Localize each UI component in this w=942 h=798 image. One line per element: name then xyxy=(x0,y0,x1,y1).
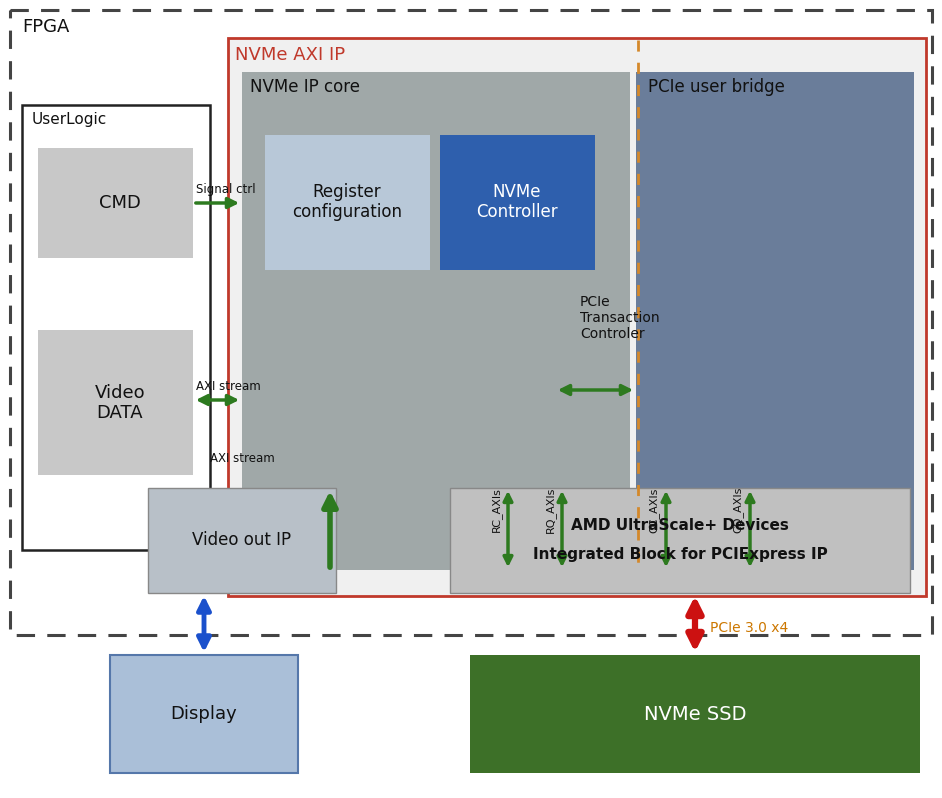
Text: Integrated Block for PCIExpress IP: Integrated Block for PCIExpress IP xyxy=(532,547,827,563)
Text: CC_AXIs: CC_AXIs xyxy=(648,488,659,533)
Text: Register
configuration: Register configuration xyxy=(292,183,402,221)
Text: PCIe user bridge: PCIe user bridge xyxy=(648,78,785,96)
Bar xyxy=(148,488,336,593)
Text: Video out IP: Video out IP xyxy=(192,531,292,549)
Text: AXI stream: AXI stream xyxy=(196,380,261,393)
Text: NVMe AXI IP: NVMe AXI IP xyxy=(235,46,345,64)
Text: NVMe
Controller: NVMe Controller xyxy=(477,183,558,221)
Bar xyxy=(470,655,920,773)
Bar xyxy=(440,135,595,270)
Bar xyxy=(450,488,910,593)
Text: FPGA: FPGA xyxy=(22,18,70,36)
Bar xyxy=(265,135,430,270)
Text: Display: Display xyxy=(171,705,237,723)
Text: PCIe 3.0 x4: PCIe 3.0 x4 xyxy=(710,621,788,635)
Bar xyxy=(242,72,630,570)
Bar xyxy=(10,10,932,635)
Text: RQ_AXIs: RQ_AXIs xyxy=(544,487,556,533)
Bar xyxy=(38,330,193,475)
Bar xyxy=(110,655,298,773)
Text: AMD UltraScale+ Devices: AMD UltraScale+ Devices xyxy=(571,517,789,532)
Bar xyxy=(38,148,193,258)
Text: PCIe
Transaction
Controler: PCIe Transaction Controler xyxy=(580,295,659,342)
Bar xyxy=(228,38,926,596)
Bar xyxy=(636,72,914,570)
Text: RC_AXIs: RC_AXIs xyxy=(491,488,501,532)
Text: CQ_AXIs: CQ_AXIs xyxy=(733,487,743,533)
Text: NVMe SSD: NVMe SSD xyxy=(643,705,746,724)
Bar xyxy=(22,105,210,550)
Text: AXI stream: AXI stream xyxy=(210,452,275,465)
Text: NVMe IP core: NVMe IP core xyxy=(250,78,360,96)
Text: Video
DATA: Video DATA xyxy=(95,384,145,422)
Text: Signal ctrl: Signal ctrl xyxy=(196,183,255,196)
Text: CMD: CMD xyxy=(99,194,141,212)
Text: UserLogic: UserLogic xyxy=(32,112,107,127)
